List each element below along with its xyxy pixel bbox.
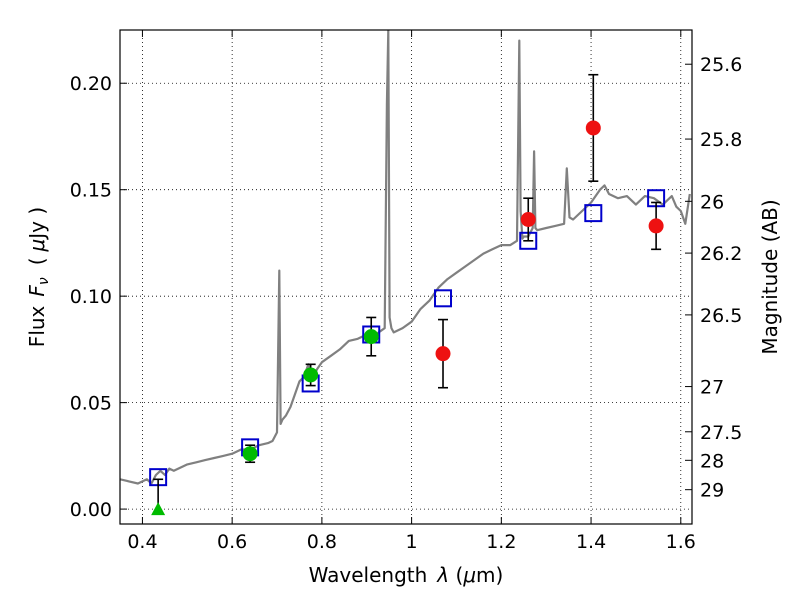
y2-tick-label: 29 — [700, 480, 724, 502]
y-tick-label: 0.15 — [70, 180, 112, 202]
x-tick-label: 0.6 — [217, 531, 247, 553]
y-axis-title: FluxFν(μJy ) — [25, 207, 52, 347]
green-photometry-point — [303, 367, 319, 383]
y-tick-label: 0.00 — [70, 499, 112, 521]
y2-axis-title: Magnitude (AB) — [758, 199, 782, 354]
y2-tick-label: 27 — [700, 377, 724, 399]
red-photometry-point — [648, 218, 664, 234]
x-tick-label: 1.4 — [576, 531, 606, 553]
y2-tick-label: 25.8 — [700, 129, 742, 151]
green-photometry-point — [363, 329, 379, 345]
x-tick-label: 0.4 — [127, 531, 157, 553]
model-flux-square — [434, 289, 453, 308]
model-flux-square — [584, 204, 603, 223]
y2-tick-label: 26.2 — [700, 243, 742, 265]
x-tick-label: 0.8 — [307, 531, 337, 553]
x-axis-title: Wavelength λ (μm) — [309, 563, 504, 587]
red-photometry-point — [585, 120, 601, 136]
red-photometry-point — [520, 212, 536, 228]
y-tick-label: 0.20 — [70, 73, 112, 95]
x-tick-label: 1.6 — [666, 531, 696, 553]
green-photometry-point — [242, 446, 258, 462]
y-tick-label: 0.10 — [70, 286, 112, 308]
x-tick-label: 1 — [406, 531, 418, 553]
plot-frame — [119, 29, 693, 525]
y2-tick-label: 27.5 — [700, 422, 742, 444]
red-photometry-point — [435, 346, 451, 362]
upper-limit-triangle — [151, 502, 166, 516]
plot-area — [120, 30, 691, 516]
y2-tick-label: 26.5 — [700, 305, 742, 327]
grid-lines — [120, 30, 692, 524]
y2-tick-label: 25.6 — [700, 54, 742, 76]
y2-tick-label: 26 — [700, 191, 724, 213]
axis-ticks: 0.4 0.6 0.8 1 1.2 1.4 1.6 0.00 0.05 0.10 0.15 0.20 2… — [70, 30, 742, 553]
y-tick-label: 0.05 — [70, 393, 112, 415]
y2-tick-label: 28 — [700, 450, 724, 472]
x-tick-label: 1.2 — [486, 531, 516, 553]
spectrum-line — [120, 30, 691, 485]
